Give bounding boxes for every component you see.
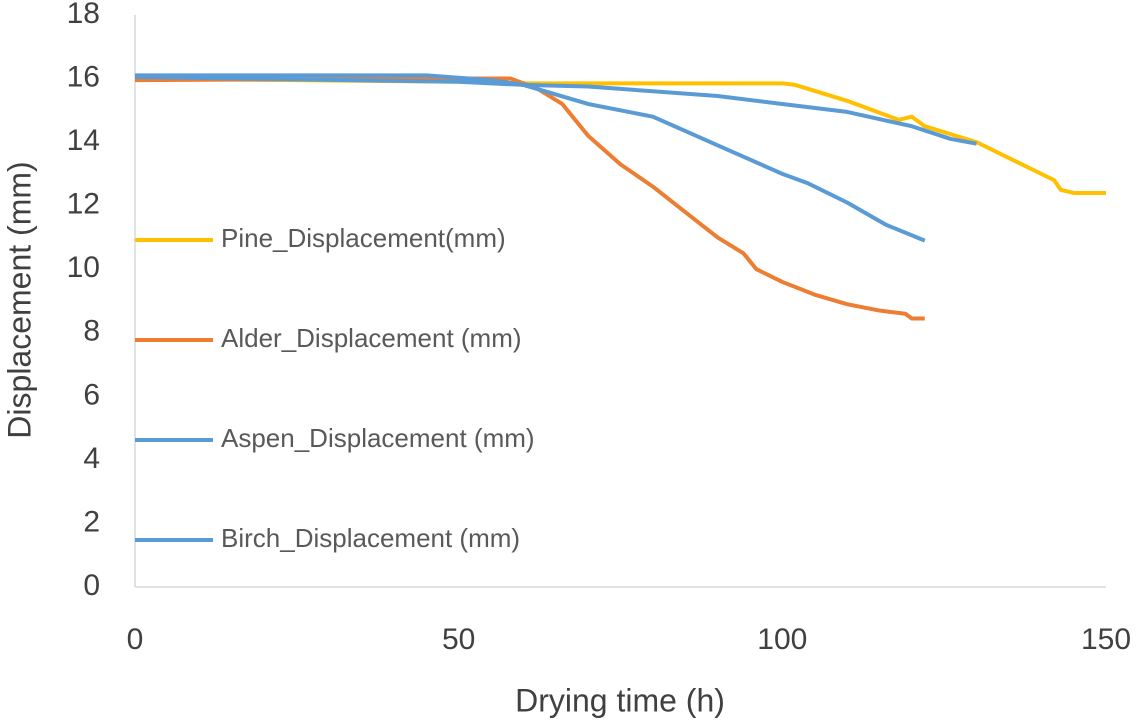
y-tick-label: 0 bbox=[83, 569, 100, 602]
y-tick-label: 12 bbox=[67, 188, 100, 221]
x-tick-label: 50 bbox=[442, 623, 475, 656]
x-axis-title: Drying time (h) bbox=[515, 682, 725, 718]
x-tick-label: 150 bbox=[1081, 623, 1131, 656]
legend-label: Pine_Displacement(mm) bbox=[221, 223, 506, 253]
x-tick-label: 100 bbox=[757, 623, 807, 656]
series-line bbox=[134, 74, 977, 146]
y-tick-label: 6 bbox=[83, 378, 100, 411]
y-tick-label: 10 bbox=[67, 251, 100, 284]
y-tick-label: 8 bbox=[83, 315, 100, 348]
x-tick-label: 0 bbox=[127, 623, 144, 656]
series-line bbox=[134, 76, 925, 321]
series-line bbox=[135, 73, 926, 243]
legend-label: Aspen_Displacement (mm) bbox=[221, 423, 535, 453]
y-tick-label: 16 bbox=[67, 60, 100, 93]
y-tick-label: 14 bbox=[67, 124, 100, 157]
legend-label: Alder_Displacement (mm) bbox=[221, 323, 522, 353]
y-tick-label: 18 bbox=[67, 0, 100, 30]
series-line bbox=[134, 76, 1106, 195]
y-tick-label: 4 bbox=[83, 442, 100, 475]
y-axis-title: Displacement (mm) bbox=[1, 161, 37, 438]
legend-label: Birch_Displacement (mm) bbox=[221, 523, 520, 553]
y-tick-label: 2 bbox=[83, 505, 100, 538]
